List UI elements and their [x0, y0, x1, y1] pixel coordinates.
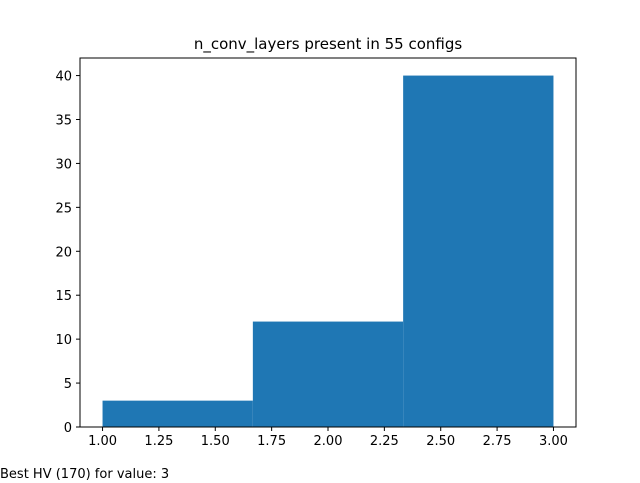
y-tick-label: 15	[55, 289, 72, 304]
histogram-bar	[102, 400, 253, 427]
y-tick-label: 40	[55, 70, 72, 85]
chart-title: n_conv_layers present in 55 configs	[194, 35, 463, 54]
bars-group	[102, 75, 554, 428]
x-tick-label: 1.00	[88, 434, 117, 449]
y-axis-ticks: 0 5 10 15 20 25 30 35 40	[55, 70, 80, 436]
y-tick-label: 10	[55, 333, 72, 348]
y-tick-label: 0	[64, 421, 72, 436]
x-tick-label: 1.50	[201, 434, 230, 449]
y-tick-label: 5	[64, 377, 72, 392]
y-tick-label: 20	[55, 245, 72, 260]
y-tick-label: 25	[55, 201, 72, 216]
x-tick-label: 2.00	[314, 434, 343, 449]
x-axis-ticks: 1.00 1.25 1.50 1.75 2.00 2.25 2.50 2.75 3.00	[88, 427, 568, 449]
y-tick-label: 35	[55, 114, 72, 129]
x-tick-label: 1.75	[257, 434, 286, 449]
best-hv-note: Best HV (170) for value: 3	[0, 467, 170, 482]
plot-frame	[79, 57, 577, 428]
histogram-bar	[403, 75, 554, 428]
x-tick-label: 2.25	[370, 434, 399, 449]
x-tick-label: 1.25	[144, 434, 173, 449]
y-tick-label: 30	[55, 157, 72, 172]
x-tick-label: 2.50	[426, 434, 455, 449]
histogram-bar	[252, 321, 404, 427]
x-tick-label: 3.00	[539, 434, 568, 449]
x-tick-label: 2.75	[483, 434, 512, 449]
